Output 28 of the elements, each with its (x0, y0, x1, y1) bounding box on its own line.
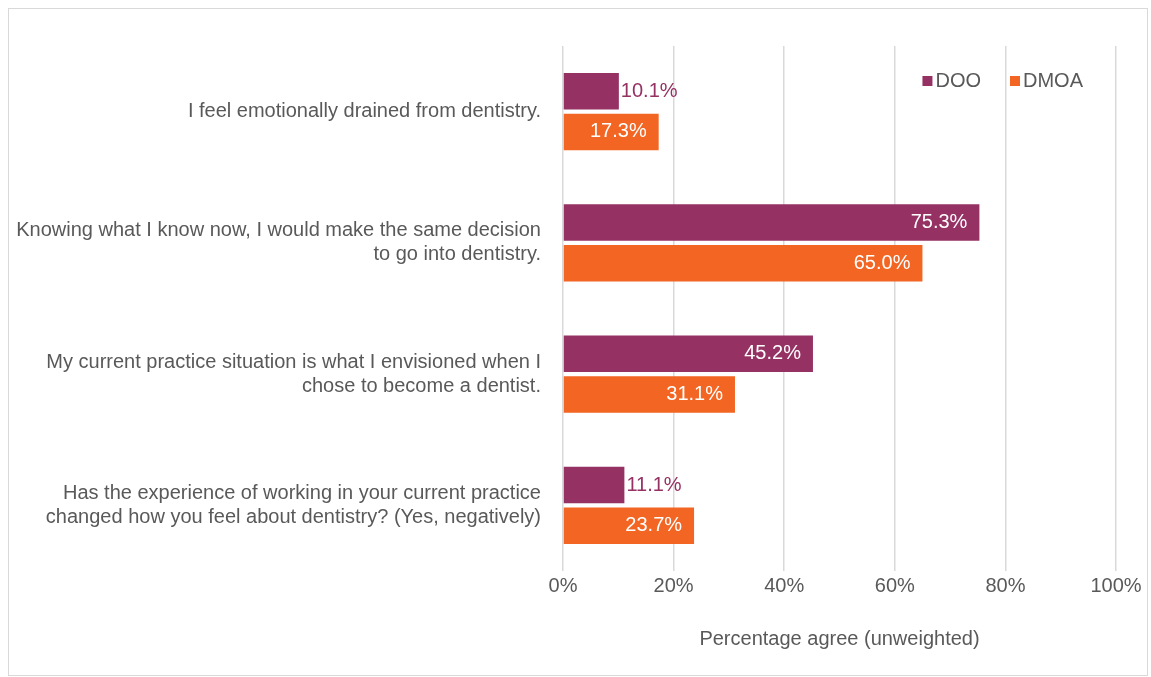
legend-label: DMOA (1023, 68, 1084, 91)
y-tick-label: I feel emotionally drained from dentistry. (187, 99, 541, 122)
bar (563, 507, 695, 545)
bar (563, 376, 735, 413)
bar (563, 244, 923, 282)
y-tick-label: Knowing what I know now, I would make the same decision to go into dentistry. (16, 218, 541, 265)
legend-label: DOO (935, 68, 982, 91)
data-label: 11.1% (626, 472, 682, 495)
bar (563, 72, 619, 110)
bar (563, 335, 813, 373)
y-tick-label: Has the experience of working in your current practice changed how you feel about dentistry? (Yes, negatively) (45, 480, 541, 527)
x-tick-label: 0% (548, 573, 578, 596)
data-label: 31.1% (666, 381, 724, 404)
x-axis-title: Percentage agree (unweighted) (699, 626, 980, 649)
data-label: 17.3% (589, 119, 647, 142)
data-label: 10.1% (620, 78, 678, 101)
bar (563, 204, 980, 241)
x-tick-label: 100% (1090, 573, 1142, 596)
y-tick-label: My current practice situation is what I envisioned when I chose to become a dentist. (46, 349, 541, 396)
data-label: 45.2% (744, 341, 802, 364)
x-tick-label: 20% (653, 573, 694, 596)
x-tick-label: 40% (764, 573, 805, 596)
x-tick-label: 80% (985, 573, 1026, 596)
bar (563, 466, 625, 504)
data-label: 65.0% (853, 250, 911, 273)
data-label: 75.3% (910, 210, 968, 233)
data-label: 23.7% (625, 513, 683, 536)
x-tick-label: 60% (874, 573, 916, 596)
